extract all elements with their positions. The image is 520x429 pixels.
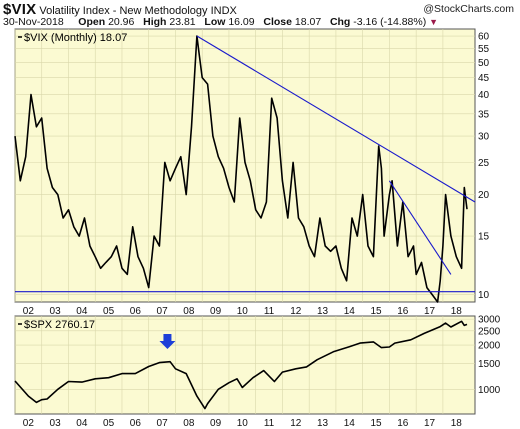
spx-lines bbox=[14, 320, 468, 410]
x-tick-label: 12 bbox=[290, 418, 302, 429]
y-tick-label: 30 bbox=[478, 132, 490, 143]
y-tick-label: 3000 bbox=[478, 315, 501, 326]
x-tick-label: 17 bbox=[424, 418, 436, 429]
exchange: INDX bbox=[210, 5, 237, 17]
y-tick-label: 20 bbox=[478, 190, 490, 201]
x-tick-label: 04 bbox=[76, 306, 88, 317]
x-tick-label: 05 bbox=[103, 418, 115, 429]
x-tick-label: 14 bbox=[344, 418, 356, 429]
y-tick-label: 55 bbox=[478, 44, 490, 55]
high-label: High bbox=[143, 16, 167, 28]
spx-x-axis: 02 03 04 05 06 07 08 09 10 11 12 13 14 15 16 17 18 bbox=[23, 418, 462, 429]
x-tick-label: 07 bbox=[157, 418, 169, 429]
x-tick-label: 11 bbox=[264, 306, 275, 317]
x-tick-label: 12 bbox=[290, 306, 302, 317]
spx-panel-background bbox=[14, 315, 476, 415]
x-tick-label: 08 bbox=[183, 418, 195, 429]
y-tick-label: 2500 bbox=[478, 326, 501, 337]
spx-grid bbox=[14, 316, 475, 414]
index-name: Volatility Index - New Methodology bbox=[39, 5, 208, 17]
x-tick-label: 16 bbox=[397, 418, 409, 429]
symbol: $VIX bbox=[3, 1, 37, 18]
x-tick-label: 04 bbox=[76, 418, 88, 429]
x-tick-label: 05 bbox=[103, 306, 115, 317]
x-tick-label: 07 bbox=[157, 306, 169, 317]
x-tick-label: 18 bbox=[451, 306, 463, 317]
x-tick-label: 09 bbox=[210, 418, 222, 429]
spx-price-line bbox=[14, 320, 468, 410]
close-value: 18.07 bbox=[294, 16, 322, 28]
y-tick-label: 45 bbox=[478, 73, 490, 84]
vix-legend: $VIX (Monthly) 18.07 bbox=[24, 32, 127, 44]
vix-lines bbox=[14, 35, 476, 303]
y-tick-label: 1500 bbox=[478, 359, 501, 370]
x-tick-label: 18 bbox=[451, 418, 463, 429]
x-tick-label: 11 bbox=[264, 418, 275, 429]
y-tick-label: 1000 bbox=[478, 385, 501, 396]
x-tick-label: 15 bbox=[370, 418, 382, 429]
chg-label: Chg bbox=[329, 16, 351, 28]
high-value: 23.81 bbox=[169, 16, 196, 28]
date: 30-Nov-2018 bbox=[3, 16, 64, 28]
open-value: 20.96 bbox=[108, 16, 135, 28]
chart-header-line1: $VIX Volatility Index - New Methodology … bbox=[3, 1, 237, 18]
y-tick-label: 10 bbox=[478, 290, 490, 301]
trendline-upper-line bbox=[196, 35, 476, 203]
y-tick-label: 2000 bbox=[478, 341, 501, 352]
y-tick-label: 35 bbox=[478, 109, 490, 120]
spx-legend: $SPX 2760.17 bbox=[24, 319, 95, 331]
chg-value: -3.16 (-14.88%) bbox=[353, 16, 427, 28]
close-label: Close bbox=[263, 16, 292, 28]
x-tick-label: 17 bbox=[424, 306, 436, 317]
low-value: 16.09 bbox=[228, 16, 255, 28]
x-tick-label: 15 bbox=[370, 306, 382, 317]
vix-x-axis: 02 03 04 05 06 07 08 09 10 11 12 13 14 15 16 17 18 bbox=[23, 306, 462, 317]
x-tick-label: 16 bbox=[397, 306, 409, 317]
down-arrow-marker bbox=[159, 334, 176, 349]
x-tick-label: 10 bbox=[237, 418, 249, 429]
x-tick-label: 03 bbox=[50, 418, 62, 429]
x-tick-label: 02 bbox=[23, 306, 35, 317]
low-label: Low bbox=[204, 16, 226, 28]
open-label: Open bbox=[78, 16, 106, 28]
y-tick-label: 25 bbox=[478, 158, 490, 169]
y-tick-label: 50 bbox=[478, 58, 490, 69]
chart-header-line2: 30-Nov-2018 Open 20.96 High 23.81 Low 16… bbox=[3, 16, 438, 28]
copyright: @StockCharts.com bbox=[423, 3, 514, 15]
down-triangle-icon: ▼ bbox=[429, 17, 439, 27]
x-tick-label: 09 bbox=[210, 306, 222, 317]
y-tick-label: 40 bbox=[478, 90, 490, 101]
x-tick-label: 13 bbox=[317, 418, 329, 429]
x-tick-label: 06 bbox=[130, 306, 142, 317]
y-tick-label: 15 bbox=[478, 232, 490, 243]
x-tick-label: 08 bbox=[183, 306, 195, 317]
vix-panel-background bbox=[14, 28, 476, 303]
x-tick-label: 02 bbox=[23, 418, 35, 429]
x-tick-label: 03 bbox=[50, 306, 62, 317]
trendline-recent-line bbox=[388, 180, 452, 275]
x-tick-label: 14 bbox=[344, 306, 356, 317]
x-tick-label: 13 bbox=[317, 306, 329, 317]
x-tick-label: 10 bbox=[237, 306, 249, 317]
y-tick-label: 60 bbox=[478, 32, 490, 43]
x-tick-label: 06 bbox=[130, 418, 142, 429]
